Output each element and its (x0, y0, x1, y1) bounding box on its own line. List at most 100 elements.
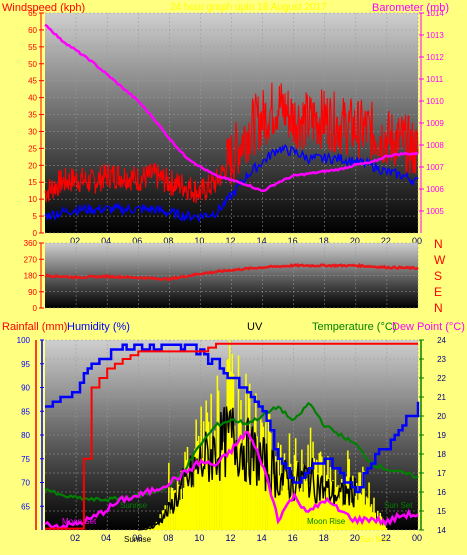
uv-bar (178, 484, 180, 530)
temperature-tick-label: 22 (437, 374, 446, 383)
uv-bar (281, 490, 283, 530)
temperature-tick-label: 20 (437, 412, 446, 421)
uv-bar (179, 500, 181, 530)
uv-bar (363, 470, 365, 530)
uv-bar (324, 500, 327, 530)
windspeed-tick-label: 5 (33, 212, 38, 221)
x-tick-label: 20 (350, 533, 360, 543)
humidity-tick-label: 65 (21, 502, 30, 511)
uv-bar (362, 466, 364, 530)
barometer-tick-label: 1010 (426, 97, 444, 106)
uv-bar (214, 430, 216, 530)
humidity-tick-label: 95 (21, 360, 30, 369)
temperature-tick-label: 21 (437, 393, 446, 402)
barometer-tick-label: 1008 (426, 141, 444, 150)
uv-bar (304, 480, 307, 530)
uv-bar (267, 414, 270, 530)
uv-bar (340, 478, 343, 530)
uv-bar (338, 498, 340, 530)
barometer-tick-label: 1011 (426, 75, 444, 84)
uv-bar (327, 456, 329, 530)
uv-bar (378, 516, 380, 530)
uv-bar (349, 490, 352, 530)
uv-bar (333, 491, 336, 530)
compass-label: W (434, 253, 446, 267)
astro-annotation: Moon Set (62, 517, 97, 526)
uv-bar (194, 448, 196, 530)
uv-bar (175, 506, 178, 530)
uv-bar (358, 472, 360, 530)
wind-direction-line (44, 262, 419, 282)
astro-annotation: Sunrise (120, 501, 148, 510)
x-tick-label: 18 (319, 533, 329, 543)
uv-bar (331, 481, 333, 530)
uv-bar (260, 417, 262, 530)
uv-bar (278, 475, 281, 530)
uv-bar (353, 493, 355, 530)
humidity-tick-label: 70 (21, 479, 30, 488)
uv-bar (375, 519, 378, 530)
x-tick-label: 10 (194, 533, 204, 543)
barometer-tick-label: 1009 (426, 119, 444, 128)
uv-bar (201, 458, 204, 530)
wind-plot-axes: 02 04 06 08 10 12 14 16 18 20 22 000510152025303540… (28, 9, 444, 246)
uv-bar (168, 462, 170, 530)
uv-bar (271, 452, 273, 530)
x-tick-label: 06 (132, 236, 142, 246)
humidity-tick-label: 85 (21, 407, 30, 416)
uv-bar (250, 466, 252, 530)
x-tick-label: 14 (257, 533, 267, 543)
x-tick-label: 00 (412, 533, 422, 543)
compass-label: N (434, 237, 443, 251)
x-tick-label: 12 (226, 533, 236, 543)
windspeed-tick-label: 30 (28, 127, 37, 136)
uv-bar (221, 445, 224, 530)
windspeed-tick-label: 40 (28, 94, 37, 103)
windspeed-axis-label: Windspeed (kph) (2, 2, 85, 14)
uv-bar (216, 375, 219, 530)
uv-bar (365, 496, 368, 530)
windspeed-tick-label: 35 (28, 111, 37, 120)
uv-bar (241, 460, 243, 530)
uv-bar (229, 340, 231, 530)
uv-bar (235, 459, 237, 530)
direction-tick-label: 360 (24, 239, 38, 248)
uv-bar (368, 482, 370, 530)
uv-bar (180, 470, 183, 530)
uv-bar (211, 465, 214, 530)
astro-annotation: Moon Rise (307, 517, 346, 526)
uv-bar (197, 436, 200, 530)
uv-bar (263, 447, 266, 530)
uv-bar (350, 502, 353, 530)
uv-bar (160, 522, 163, 530)
uv-bar (163, 510, 165, 530)
barometer-tick-label: 1007 (426, 163, 444, 172)
uv-bar (239, 422, 241, 530)
uv-axis-label: UV (247, 321, 263, 333)
dewpoint-line (44, 430, 419, 531)
uv-bar (252, 448, 255, 530)
compass-label: E (434, 285, 442, 299)
uv-bar (227, 358, 230, 530)
uv-bar (301, 449, 303, 530)
x-tick-label: 04 (101, 533, 111, 543)
temperature-tick-label: 19 (437, 431, 446, 440)
compass-label: S (434, 269, 442, 283)
astro-annotation: Sunrise (124, 535, 152, 544)
x-tick-label: 22 (381, 533, 391, 543)
uv-bar (384, 524, 386, 530)
compass-label: N (434, 301, 443, 315)
uv-bar (343, 498, 345, 530)
uv-bar (312, 441, 314, 530)
chart-title: 24 hour graph upto 18 August 2017 (170, 2, 327, 13)
windspeed-tick-label: 15 (28, 178, 37, 187)
uv-bar (283, 453, 286, 530)
temperature-tick-label: 14 (437, 526, 446, 535)
x-tick-label: 02 (70, 236, 80, 246)
rainfall-line (45, 342, 418, 530)
uv-bar (169, 513, 171, 530)
uv-bar (345, 476, 348, 530)
rainfall-axis-label: Rainfall (mm) (2, 321, 67, 333)
x-tick-label: 16 (288, 533, 298, 543)
